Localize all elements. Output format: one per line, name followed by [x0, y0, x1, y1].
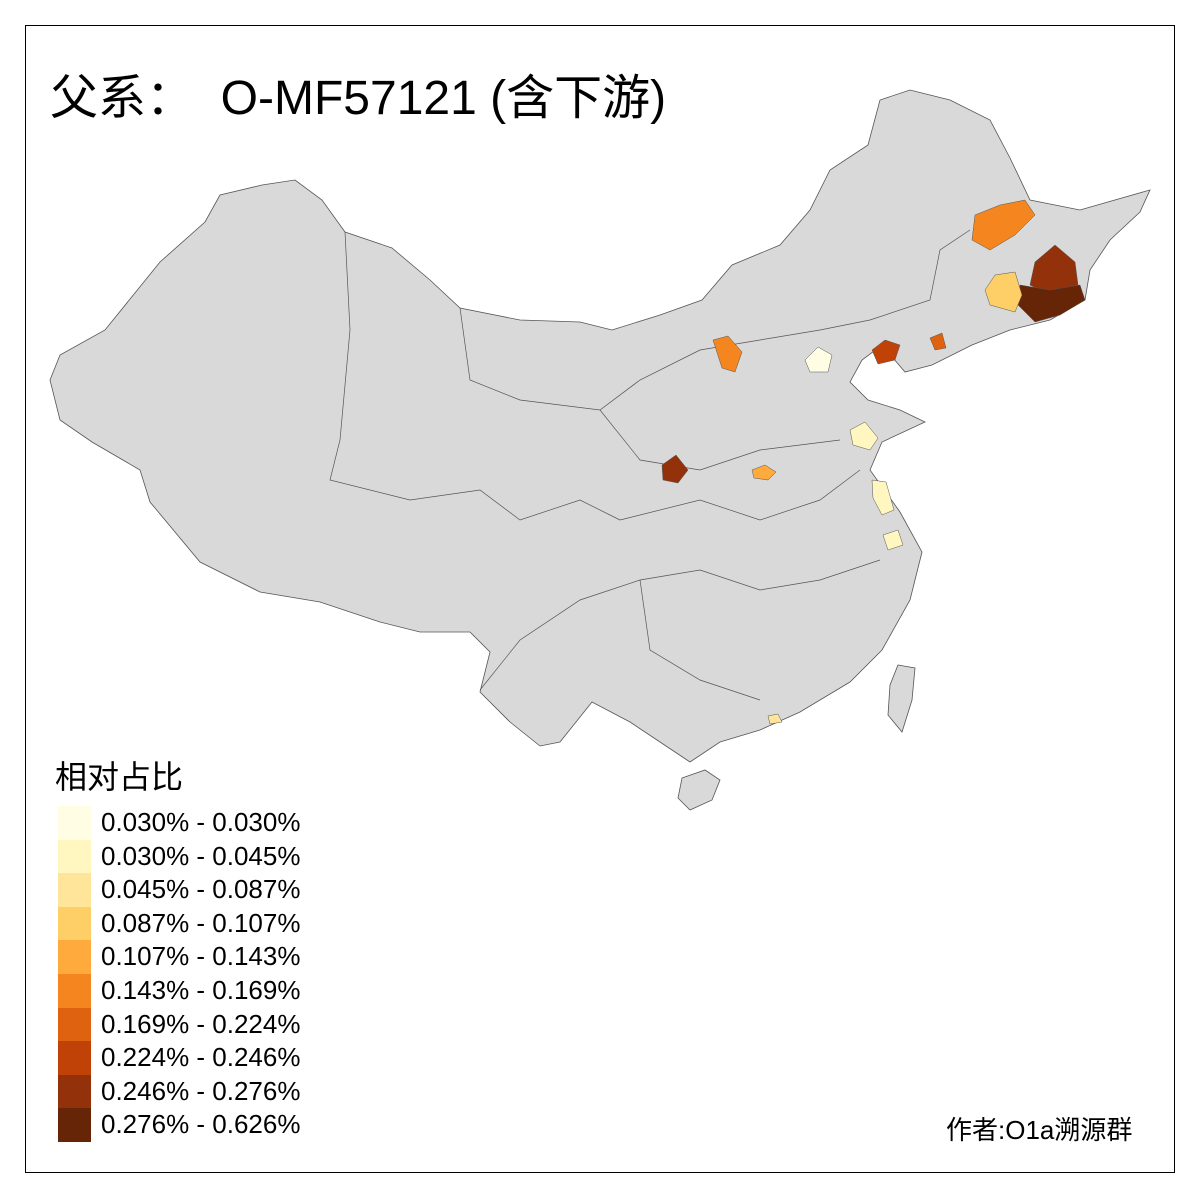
region-jiangsu-north: [871, 479, 895, 516]
region-jilin-east: [1029, 244, 1079, 296]
legend-label: 0.224% - 0.246%: [101, 1042, 301, 1073]
legend-swatch: [58, 906, 91, 941]
region-liaoning-west: [871, 339, 901, 365]
legend-item: 0.169% - 0.224%: [58, 1007, 301, 1042]
legend-label: 0.030% - 0.045%: [101, 840, 301, 871]
legend-label: 0.143% - 0.169%: [101, 974, 301, 1005]
legend-item: 0.224% - 0.246%: [58, 1041, 300, 1075]
legend-swatch: [58, 806, 91, 840]
region-beijing: [804, 346, 833, 373]
legend-label: 0.169% - 0.224%: [101, 1008, 301, 1039]
plot-frame: [25, 25, 1175, 1173]
map-title: 父系： O-MF57121 (含下游): [50, 72, 667, 125]
legend-title: 相对占比: [55, 758, 184, 796]
legend-label: 0.246% - 0.276%: [101, 1075, 301, 1106]
mainland-china: [49, 89, 1151, 763]
legend-item: 0.107% - 0.143%: [58, 940, 300, 974]
legend-label: 0.045% - 0.087%: [101, 874, 301, 905]
region-shaanxi: [661, 454, 689, 484]
legend-label: 0.030% - 0.030%: [101, 807, 301, 837]
region-heilongjiang-city: [971, 199, 1036, 251]
legend-swatch: [58, 839, 91, 874]
legend-item: 0.246% - 0.276%: [58, 1074, 301, 1109]
legend-swatch: [58, 1108, 91, 1142]
legend-label: 0.107% - 0.143%: [101, 941, 301, 972]
legend-label: 0.276% - 0.626%: [101, 1109, 301, 1140]
legend-item: 0.143% - 0.169%: [58, 973, 301, 1008]
region-shandong: [849, 421, 879, 451]
legend-swatch: [58, 973, 91, 1008]
legend-item: 0.087% - 0.107%: [58, 906, 301, 941]
author-credit: 作者:O1a溯源群: [946, 1115, 1133, 1145]
legend-item: 0.045% - 0.087%: [58, 873, 300, 907]
legend-item: 0.030% - 0.030%: [58, 806, 300, 840]
region-guangdong: [767, 713, 783, 725]
region-jiangsu-south: [882, 529, 904, 551]
legend-label: 0.087% - 0.107%: [101, 907, 301, 938]
region-inner-mongolia: [712, 335, 743, 373]
region-henan: [751, 464, 777, 481]
region-yanbian: [1017, 284, 1086, 323]
taiwan-island: [887, 664, 916, 733]
legend-item: 0.030% - 0.045%: [58, 839, 301, 874]
region-jilin-west: [984, 271, 1023, 313]
region-liaoning-east: [929, 332, 947, 351]
legend-swatch: [58, 873, 91, 907]
highlighted-regions: [661, 199, 1086, 725]
hainan-island: [677, 769, 721, 811]
legend-item: 0.276% - 0.626%: [58, 1108, 300, 1142]
legend: 0.030% - 0.030% 0.030% - 0.045% 0.045% - 0…: [58, 806, 300, 1142]
legend-swatch: [58, 940, 91, 974]
legend-swatch: [58, 1074, 91, 1109]
legend-swatch: [58, 1041, 91, 1075]
legend-swatch: [58, 1007, 91, 1042]
